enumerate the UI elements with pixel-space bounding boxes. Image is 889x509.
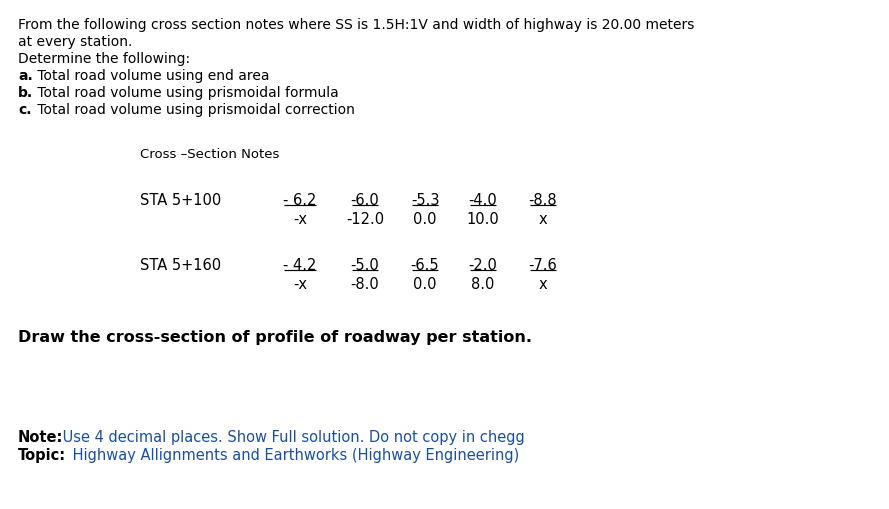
Text: 0.0: 0.0 bbox=[413, 212, 436, 227]
Text: STA 5+100: STA 5+100 bbox=[140, 193, 221, 208]
Text: 8.0: 8.0 bbox=[471, 277, 494, 292]
Text: c.: c. bbox=[18, 103, 31, 117]
Text: -12.0: -12.0 bbox=[346, 212, 384, 227]
Text: STA 5+160: STA 5+160 bbox=[140, 258, 221, 273]
Text: -x: -x bbox=[293, 212, 307, 227]
Text: -7.6: -7.6 bbox=[529, 258, 557, 273]
Text: - 4.2: - 4.2 bbox=[284, 258, 316, 273]
Text: Note:: Note: bbox=[18, 430, 63, 445]
Text: x: x bbox=[539, 277, 548, 292]
Text: x: x bbox=[539, 212, 548, 227]
Text: -5.3: -5.3 bbox=[411, 193, 439, 208]
Text: -x: -x bbox=[293, 277, 307, 292]
Text: Draw the cross-section of profile of roadway per station.: Draw the cross-section of profile of roa… bbox=[18, 330, 532, 345]
Text: Topic:: Topic: bbox=[18, 448, 66, 463]
Text: Total road volume using prismoidal formula: Total road volume using prismoidal formu… bbox=[33, 86, 339, 100]
Text: -6.0: -6.0 bbox=[350, 193, 380, 208]
Text: a.: a. bbox=[18, 69, 33, 83]
Text: at every station.: at every station. bbox=[18, 35, 132, 49]
Text: - 6.2: - 6.2 bbox=[284, 193, 316, 208]
Text: Determine the following:: Determine the following: bbox=[18, 52, 190, 66]
Text: Cross –Section Notes: Cross –Section Notes bbox=[140, 148, 279, 161]
Text: -5.0: -5.0 bbox=[350, 258, 380, 273]
Text: -8.0: -8.0 bbox=[350, 277, 380, 292]
Text: -2.0: -2.0 bbox=[469, 258, 498, 273]
Text: 0.0: 0.0 bbox=[413, 277, 436, 292]
Text: From the following cross section notes where SS is 1.5H:1V and width of highway : From the following cross section notes w… bbox=[18, 18, 694, 32]
Text: -8.8: -8.8 bbox=[529, 193, 557, 208]
Text: Total road volume using end area: Total road volume using end area bbox=[33, 69, 269, 83]
Text: Highway Allignments and Earthworks (Highway Engineering): Highway Allignments and Earthworks (High… bbox=[68, 448, 519, 463]
Text: -4.0: -4.0 bbox=[469, 193, 497, 208]
Text: -6.5: -6.5 bbox=[411, 258, 439, 273]
Text: b.: b. bbox=[18, 86, 33, 100]
Text: 10.0: 10.0 bbox=[467, 212, 500, 227]
Text: Total road volume using prismoidal correction: Total road volume using prismoidal corre… bbox=[33, 103, 355, 117]
Text: Use 4 decimal places. Show Full solution. Do not copy in chegg: Use 4 decimal places. Show Full solution… bbox=[58, 430, 525, 445]
